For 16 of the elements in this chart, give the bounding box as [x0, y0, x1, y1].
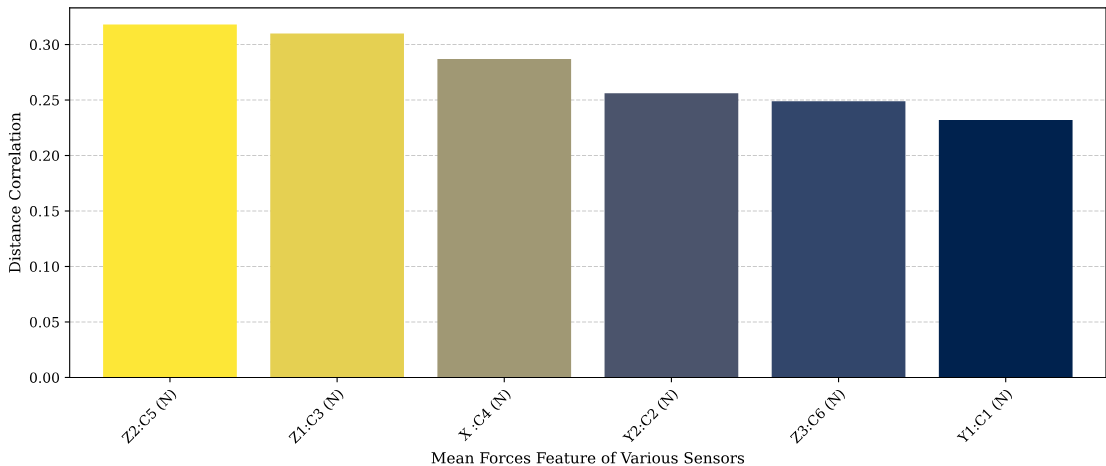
y-tick-label: 0.05 — [29, 316, 59, 328]
bar — [604, 93, 739, 378]
x-tick-label: X :C4 (N) — [457, 387, 513, 443]
y-axis-title: Distance Correlation — [8, 112, 21, 273]
y-tick-label: 0.30 — [29, 39, 60, 51]
y-tick-label: 0.15 — [29, 205, 59, 217]
bar — [938, 120, 1073, 378]
bar — [437, 58, 572, 378]
bar — [103, 24, 237, 378]
y-tick-label: 0.20 — [29, 150, 60, 161]
y-tick-label: 0.25 — [29, 95, 59, 106]
y-tick-label: 0.10 — [29, 261, 60, 272]
bar — [771, 101, 906, 378]
bar — [270, 33, 404, 378]
y-tick-label: 0.00 — [29, 372, 60, 383]
x-axis-title: Mean Forces Feature of Various Sensors — [431, 451, 745, 464]
